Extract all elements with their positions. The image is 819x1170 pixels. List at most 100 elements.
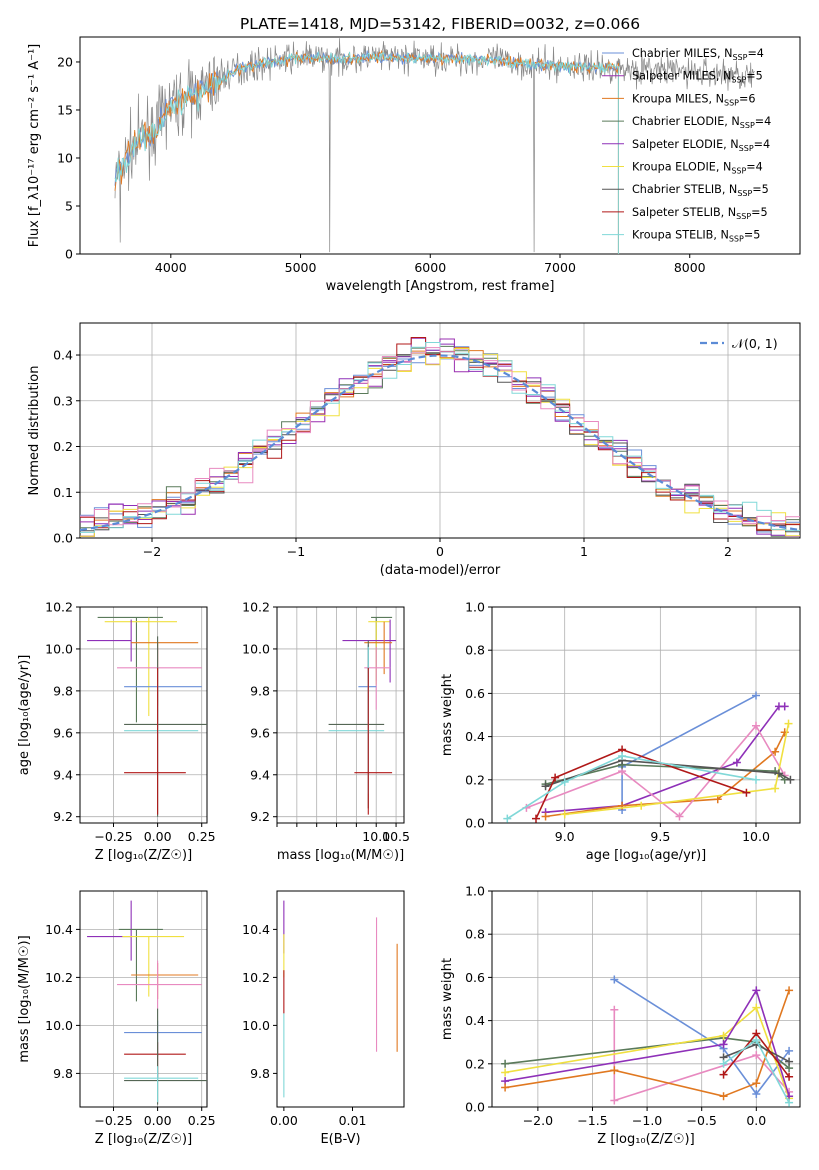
x-axis-label: (data-model)/error: [380, 563, 501, 578]
axes-frame: [79, 890, 208, 1108]
y-axis-label: age [log₁₀(age/yr)]: [17, 655, 32, 776]
error-bars: [87, 900, 207, 1105]
y-tick-label: 0.0: [53, 531, 73, 546]
weight-marker: [501, 1083, 510, 1092]
weight-marker: [771, 747, 780, 756]
x-tick-label: 4000: [155, 260, 187, 275]
weight-marker: [785, 1057, 794, 1066]
weight-marker: [551, 773, 560, 782]
weight-series-line: [504, 988, 790, 1097]
error-bars: [283, 900, 398, 1098]
y-tick-label: 0.1: [53, 485, 73, 500]
weight-marker: [771, 784, 780, 793]
weight-marker: [752, 721, 760, 730]
weight-lines: [501, 975, 794, 1107]
x-tick-label: −0.25: [94, 829, 132, 844]
weight-marker: [752, 775, 760, 784]
x-tick-label: −1: [287, 544, 305, 559]
weight-series-line: [564, 723, 790, 816]
x-tick-label: 1: [580, 544, 588, 559]
x-tick-label: 6000: [414, 260, 446, 275]
x-tick-label: 2: [724, 544, 732, 559]
weight-marker: [610, 975, 619, 984]
y-tick-label: 9.6: [250, 725, 270, 740]
weight-marker: [752, 691, 760, 700]
x-tick-label: 0.0: [746, 1113, 766, 1128]
legend-label: Salpeter MILES, NSSP=5: [632, 70, 763, 85]
weight-marker: [752, 986, 761, 995]
y-tick-label: 10.0: [45, 1018, 73, 1033]
y-tick-label: 10.2: [45, 970, 73, 985]
weight-series-line: [613, 1009, 790, 1102]
y-tick-label: 0.4: [465, 729, 485, 744]
weight-marker: [752, 1051, 761, 1060]
error-bars: [328, 616, 397, 815]
y-tick-label: 10.2: [242, 970, 270, 985]
y-tick-label: 0.8: [465, 927, 485, 942]
weight-marker: [610, 1096, 619, 1105]
weight-marker: [785, 1046, 794, 1055]
legend-label: Kroupa ELODIE, NSSP=4: [632, 161, 763, 176]
weight-marker: [719, 1092, 728, 1101]
y-tick-label: 10.2: [45, 600, 73, 615]
x-tick-label: 0.25: [188, 829, 216, 844]
x-tick-label: 0: [436, 544, 444, 559]
y-axis-label: Normed distribution: [27, 366, 42, 496]
weight-marker: [786, 775, 795, 784]
axes-frame: [276, 606, 405, 824]
x-tick-label: −2: [143, 544, 161, 559]
weight-series-line: [506, 755, 757, 820]
x-tick-label: 5000: [285, 260, 317, 275]
axes-frame: [276, 890, 405, 1108]
y-tick-label: 0.0: [465, 1100, 485, 1115]
y-tick-label: 9.8: [53, 683, 73, 698]
y-tick-label: 9.4: [53, 767, 73, 782]
weight-marker: [560, 810, 569, 819]
x-tick-label: 0.01: [339, 1113, 367, 1128]
y-tick-label: 9.2: [250, 809, 270, 824]
y-tick-label: 10.0: [45, 641, 73, 656]
x-tick-label: 0.00: [144, 829, 172, 844]
weight-series-line: [545, 763, 786, 785]
y-tick-label: 0.4: [465, 1013, 485, 1028]
x-axis-label: mass [log₁₀(M/M☉)]: [277, 848, 404, 863]
spectrum-panel: 4000 5000 6000 7000 8000 0 5 10 15 20 wavelength […: [27, 36, 801, 294]
weight-marker: [785, 1072, 794, 1081]
y-tick-label: 1.0: [465, 884, 485, 899]
y-tick-label: 9.6: [53, 725, 73, 740]
legend-label: 𝒩(0, 1): [732, 336, 778, 351]
weight-marker: [503, 814, 512, 823]
normal-curve: [80, 354, 800, 532]
axes-frame: [79, 606, 208, 824]
y-tick-label: 0.3: [53, 393, 73, 408]
legend-label: Salpeter STELIB, NSSP=5: [632, 206, 768, 221]
y-tick-label: 0.6: [465, 970, 485, 985]
weight-marker: [752, 1036, 761, 1045]
weight-marker: [742, 788, 751, 797]
y-tick-label: 0.8: [465, 643, 485, 658]
residuals-panel: −2 −1 0 1 2 0.0 0.1 0.2 0.3 0.4 (data-model)/error…: [27, 322, 801, 578]
y-tick-label: 10.0: [242, 1018, 270, 1033]
weight-marker: [610, 1066, 619, 1075]
weight-marker: [560, 777, 569, 786]
y-tick-label: 0.0: [465, 816, 485, 831]
x-axis-label: wavelength [Angstrom, rest frame]: [326, 279, 555, 294]
weight-marker: [785, 986, 794, 995]
weight-series-line: [535, 748, 747, 820]
y-tick-label: 0.6: [465, 686, 485, 701]
spectrum-lines: [114, 38, 755, 254]
x-axis-label: Z [log₁₀(Z/Z☉)]: [95, 848, 192, 863]
weight-marker: [541, 782, 550, 791]
legend-label: Kroupa MILES, NSSP=6: [632, 92, 755, 107]
x-tick-label: −2.0: [523, 1113, 553, 1128]
y-tick-label: 9.8: [250, 683, 270, 698]
model-spectrum-line: [114, 51, 619, 254]
x-axis-label: Z [log₁₀(Z/Z☉)]: [95, 1132, 192, 1147]
legend-label: Kroupa STELIB, NSSP=5: [632, 229, 760, 244]
y-tick-label: 10: [57, 150, 73, 165]
x-tick-label: 10.0: [742, 829, 770, 844]
figure-title: PLATE=1418, MJD=53142, FIBERID=0032, z=0…: [240, 15, 640, 33]
weight-marker: [675, 812, 684, 821]
y-axis-label: mass weight: [440, 674, 455, 756]
